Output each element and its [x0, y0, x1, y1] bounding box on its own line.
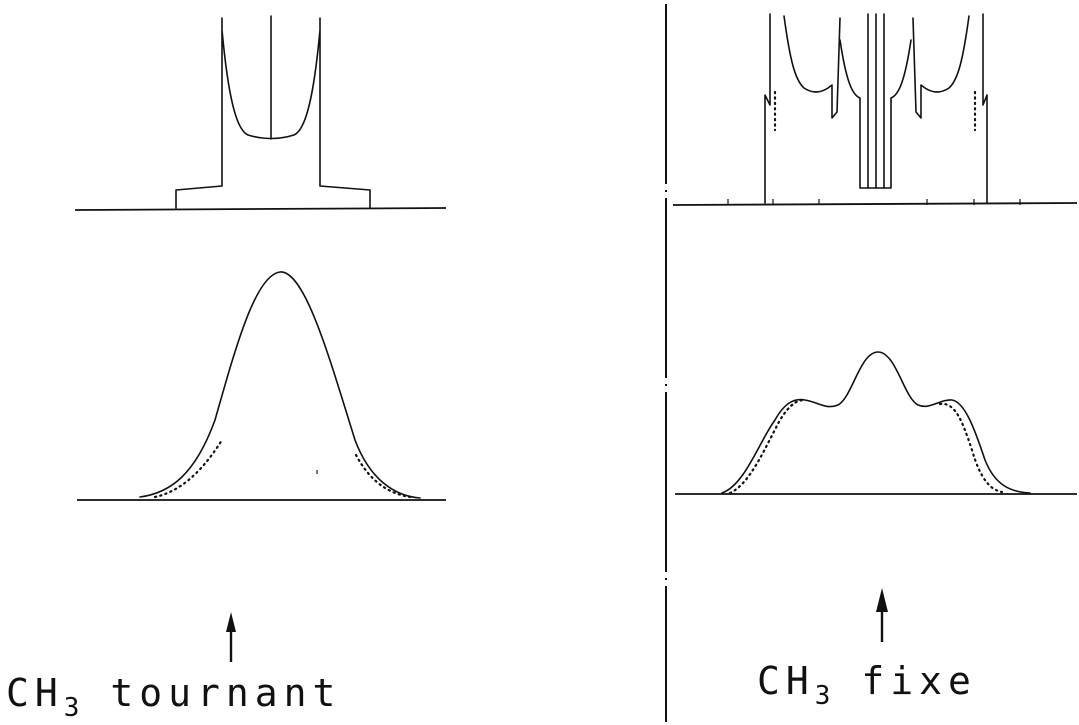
caption-right-subscript: 3 — [814, 681, 833, 711]
left-dotted-curve-right — [354, 453, 412, 499]
left-dotted-curve — [153, 438, 224, 499]
right-top-baseline — [672, 202, 1078, 206]
left-top-baseline — [74, 207, 447, 211]
right-dotted-curve-right — [938, 402, 1004, 494]
caption-right-main: CH — [757, 659, 815, 703]
left-arrow — [226, 612, 236, 662]
right-arrow — [876, 588, 888, 642]
left-broadened-spectrum — [77, 271, 446, 501]
caption-fixed-ch3: CH3 fixe — [757, 662, 977, 709]
left-stick-outline — [175, 17, 371, 209]
left-column — [74, 15, 447, 662]
right-dotted-curve-left — [728, 398, 807, 495]
caption-right-word: fixe — [861, 659, 977, 703]
caption-rotating-ch3: CH3 tournant — [6, 674, 341, 721]
caption-left-main: CH — [6, 671, 64, 715]
right-solid-curve — [721, 351, 1031, 494]
caption-left-word: tournant — [110, 671, 342, 715]
left-solid-curve — [139, 271, 421, 499]
right-stick-spectrum — [672, 13, 1078, 206]
left-stick-spectrum — [74, 15, 447, 211]
caption-left-subscript: 3 — [63, 693, 82, 723]
right-column — [672, 13, 1078, 642]
right-broadened-spectrum — [675, 351, 1077, 495]
